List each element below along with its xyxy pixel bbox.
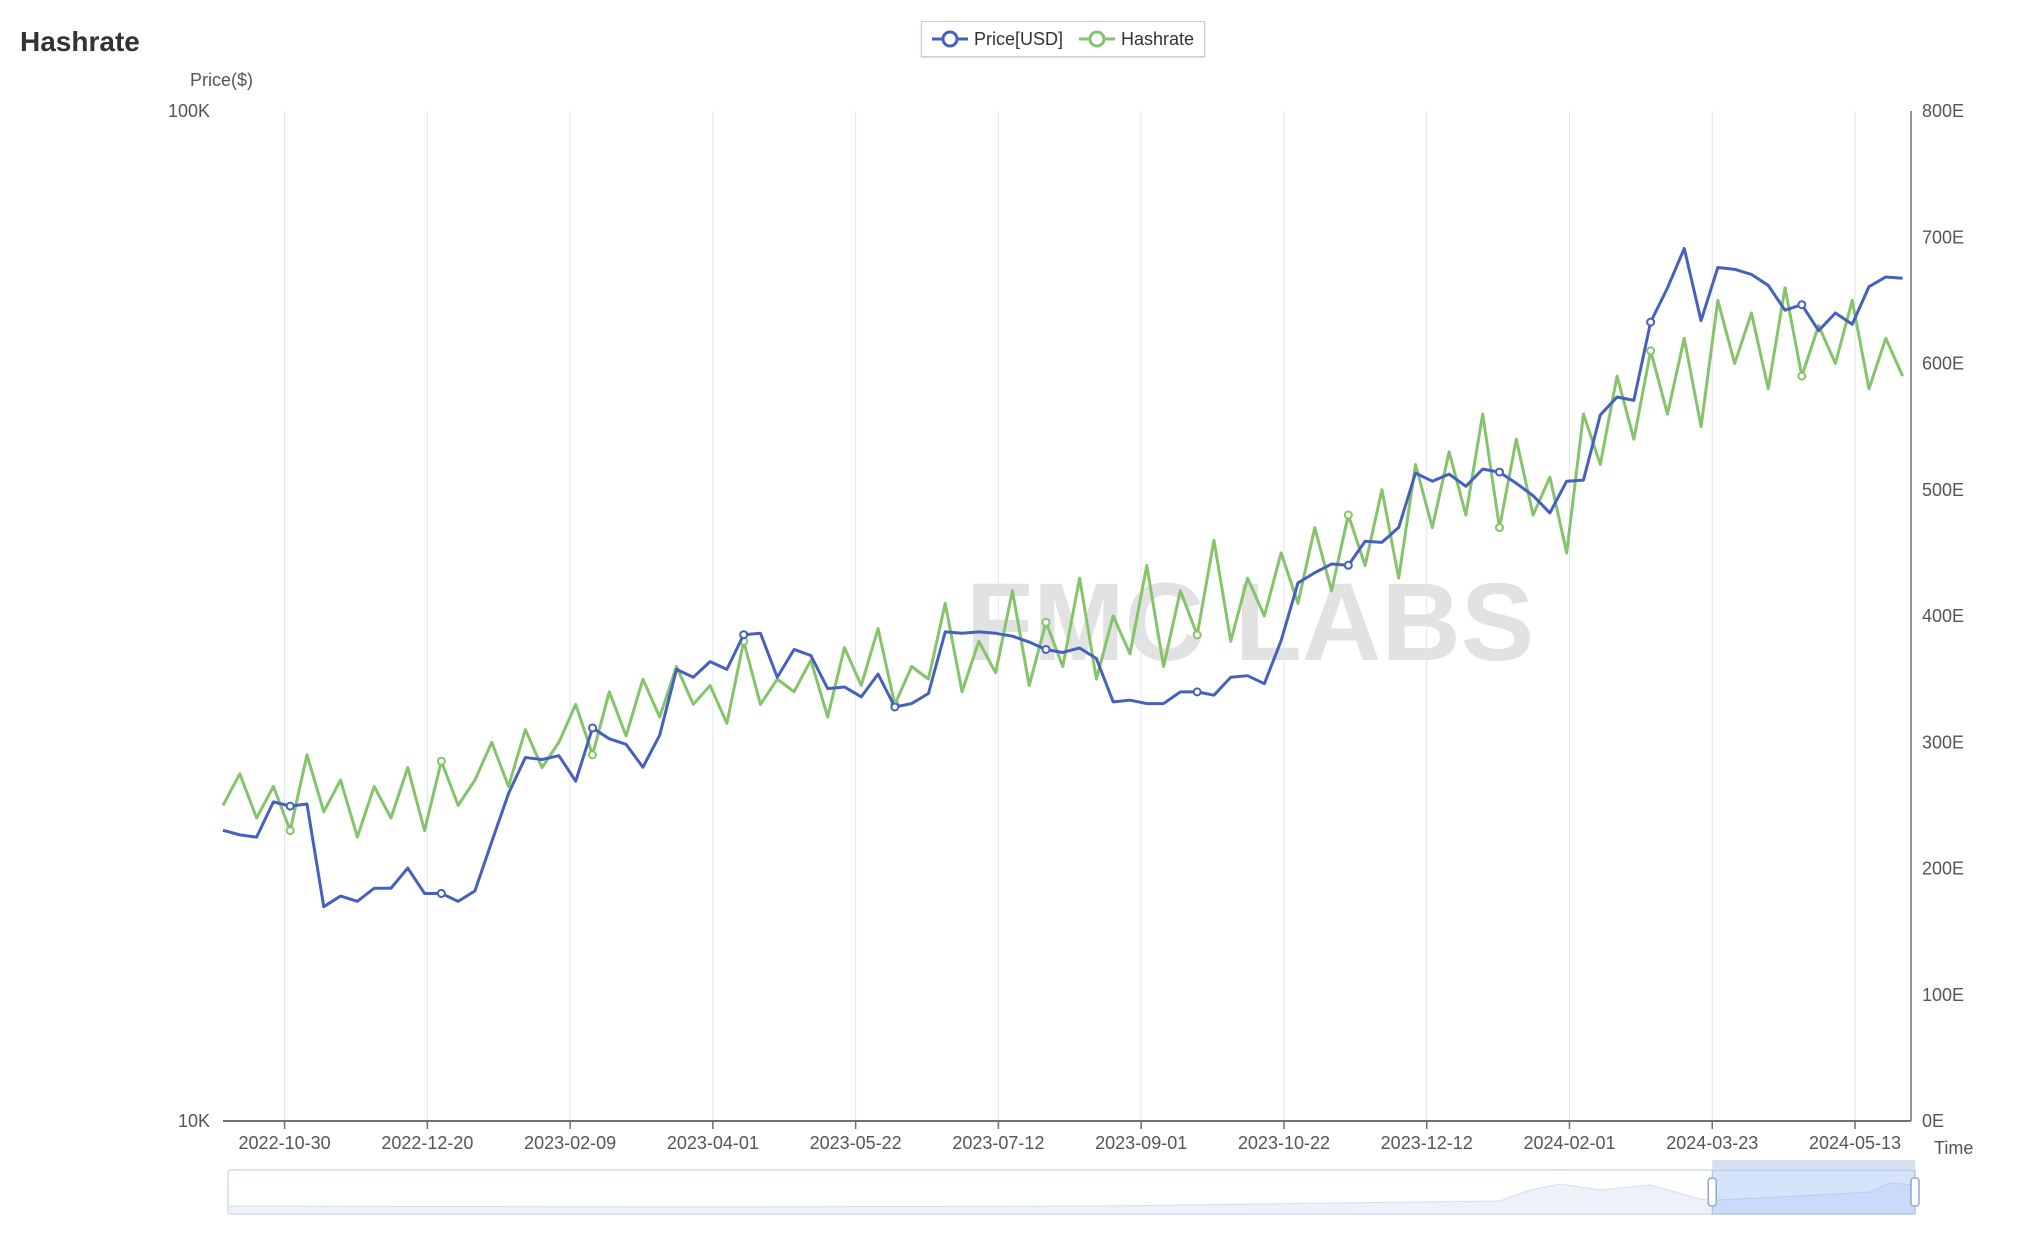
y-left-axis-name: Price($) [190, 70, 253, 90]
data-point [436, 888, 446, 898]
data-point [436, 756, 446, 766]
slider-preview [227, 1182, 1916, 1215]
line-circle-icon [932, 30, 968, 48]
watermark: FMC LABS [966, 561, 1534, 684]
data-point [588, 723, 598, 733]
data-point [1192, 630, 1202, 640]
data-point [1494, 523, 1504, 533]
y-right-tick-label: 100E [1922, 985, 1964, 1005]
x-axis-name: Time [1934, 1138, 1973, 1158]
data-point [1192, 687, 1202, 697]
data-point [890, 702, 900, 712]
x-tick-label: 2023-09-01 [1095, 1133, 1187, 1153]
data-point [1646, 317, 1656, 327]
y-right-tick-label: 700E [1922, 227, 1964, 247]
x-tick-label: 2023-02-09 [524, 1133, 616, 1153]
chart-title: Hashrate [20, 26, 140, 57]
data-point [1494, 467, 1504, 477]
legend: Price[USD] Hashrate [921, 21, 1206, 57]
y-right-tick-label: 400E [1922, 606, 1964, 626]
data-point [1041, 644, 1051, 654]
data-point [285, 826, 295, 836]
legend-item-price[interactable]: Price[USD] [932, 29, 1063, 50]
data-zoom-slider[interactable] [227, 1160, 1920, 1215]
slider-move-handle[interactable] [1712, 1160, 1915, 1170]
data-point [1343, 560, 1353, 570]
x-tick-label: 2022-12-20 [381, 1133, 473, 1153]
data-point [739, 630, 749, 640]
legend-label: Hashrate [1121, 28, 1195, 49]
y-right-tick-label: 300E [1922, 732, 1964, 752]
x-tick-label: 2024-02-01 [1523, 1133, 1615, 1153]
slider-handle-right[interactable] [1910, 1177, 1920, 1207]
data-point [1343, 510, 1353, 520]
x-tick-label: 2023-07-12 [952, 1133, 1044, 1153]
x-tick-label: 2023-04-01 [667, 1133, 759, 1153]
x-tick-label: 2023-12-12 [1381, 1133, 1473, 1153]
x-tick-label: 2023-10-22 [1238, 1133, 1330, 1153]
slider-selection[interactable] [1711, 1169, 1916, 1215]
line-circle-icon [1079, 30, 1116, 48]
data-point [1041, 617, 1051, 627]
data-point [285, 801, 295, 811]
y-right-tick-label: 200E [1922, 859, 1964, 879]
x-tick-label: 2024-03-23 [1666, 1133, 1758, 1153]
y-left-tick-label: 10K [178, 1111, 210, 1131]
data-point [1646, 346, 1656, 356]
y-right-tick-label: 500E [1922, 480, 1964, 500]
y-right-tick-label: 600E [1922, 354, 1964, 374]
x-tick-label: 2024-05-13 [1809, 1133, 1901, 1153]
data-point [588, 750, 598, 760]
data-point [1797, 371, 1807, 381]
x-tick-label: 2023-05-22 [810, 1133, 902, 1153]
price-line [222, 246, 1903, 909]
y-left-tick-label: 100K [168, 101, 210, 121]
x-tick-label: 2022-10-30 [239, 1133, 331, 1153]
y-right-tick-label: 800E [1922, 101, 1964, 121]
legend-item-hashrate[interactable]: Hashrate [1079, 29, 1194, 50]
data-point [1797, 300, 1807, 310]
legend-label: Price[USD] [974, 28, 1064, 49]
y-right-tick-label: 0E [1922, 1111, 1944, 1131]
slider-handle-left[interactable] [1707, 1177, 1717, 1207]
